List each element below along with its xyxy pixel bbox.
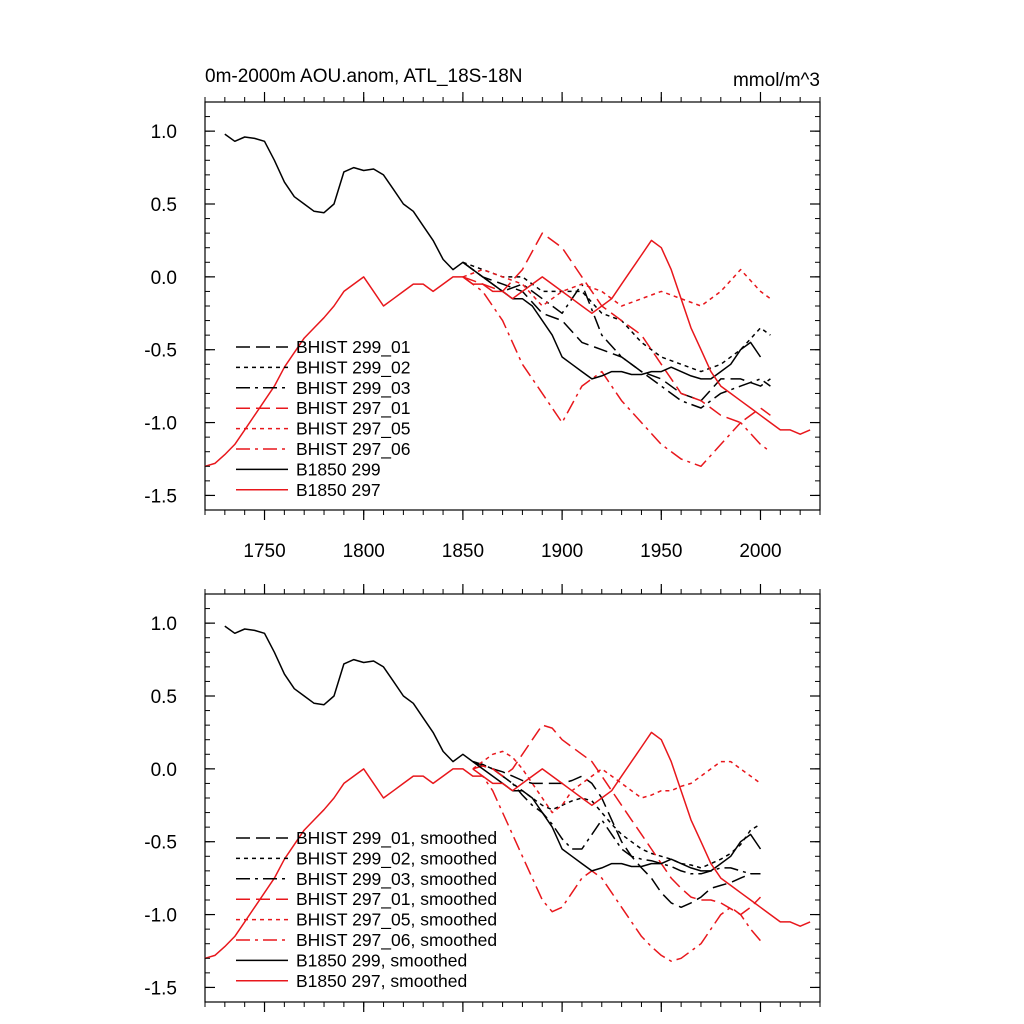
y-tick-label: 1.0 [151,614,177,635]
series-line-bhist-297-01-smoothed [472,724,762,916]
series-line-bhist-299-03-smoothed [472,760,761,875]
axis-layer: 1.0 0.5 0.0 -0.5 -1.0 -1.5 [144,584,821,1012]
units-label: mmol/m^3 [733,70,820,91]
series-line-b1850-297-smoothed [204,731,811,960]
legend-label: BHIST 297_01 [296,398,410,419]
series-line-b1850-297 [204,239,811,468]
y-tick-label: -0.5 [144,833,177,854]
series-line-bhist-297-05 [462,268,771,307]
chart-title: 0m-2000m AOU.anom, ATL_18S-18N [205,66,523,87]
series-layer [204,625,811,962]
series-line-bhist-299-02-smoothed [472,760,761,869]
legend-label: BHIST 297_06, smoothed [296,930,497,951]
legend-label: B1850 299 [296,459,381,479]
y-tick-label: -1.5 [144,978,177,999]
legend-label: BHIST 297_06 [296,439,410,460]
series-line-bhist-297-01 [462,232,771,424]
axis-layer: 1.0 0.5 0.0 -0.5 -1.0 -1.5 1750 1800 1850 1900 195… [144,92,821,562]
series-layer [204,133,811,468]
y-tick-label: -1.0 [144,906,177,927]
legend-label: BHIST 299_01, smoothed [296,828,497,849]
series-line-bhist-297-05-smoothed [472,750,761,814]
legend-label: BHIST 299_02, smoothed [296,848,497,869]
legend-label: BHIST 297_05, smoothed [296,910,497,931]
y-tick-label: 0.0 [151,760,177,781]
x-tick-label: 1800 [343,541,385,562]
x-tick-label: 2000 [739,541,781,562]
series-line-bhist-299-01 [462,261,771,402]
legend-label: BHIST 297_05 [296,419,410,440]
series-line-bhist-297-06 [462,276,771,468]
legend-label: BHIST 299_02 [296,357,410,378]
legend-label: BHIST 297_01, smoothed [296,889,497,910]
y-tick-label: -0.5 [144,341,177,362]
bottom-panel: 1.0 0.5 0.0 -0.5 -1.0 -1.5 BHIST 299_01, smoo… [144,584,821,1012]
legend-label: BHIST 299_03, smoothed [296,869,497,890]
series-line-bhist-297-06-smoothed [472,768,762,962]
legend-label: B1850 297 [296,480,381,500]
y-tick-label: -1.0 [144,414,177,435]
y-tick-label: 1.0 [151,122,177,143]
y-tick-label: 0.5 [151,687,177,708]
legend-label: B1850 297, smoothed [296,971,467,991]
series-line-bhist-299-01-smoothed [472,760,761,909]
x-tick-label: 1900 [541,541,583,562]
legend-label: BHIST 299_01 [296,337,410,358]
y-tick-label: -1.5 [144,486,177,507]
y-tick-label: 0.0 [151,268,177,289]
legend-label: B1850 299, smoothed [296,950,467,970]
series-line-b1850-299 [224,133,762,380]
x-tick-label: 1950 [640,541,682,562]
top-panel: 0m-2000m AOU.anom, ATL_18S-18N mmol/m^3 … [144,66,821,562]
x-tick-label: 1750 [243,541,285,562]
series-line-bhist-299-03 [462,261,771,409]
x-tick-label: 1850 [442,541,484,562]
legend-label: BHIST 299_03 [296,378,410,399]
y-tick-label: 0.5 [151,195,177,216]
series-line-b1850-299-smoothed [224,625,762,872]
